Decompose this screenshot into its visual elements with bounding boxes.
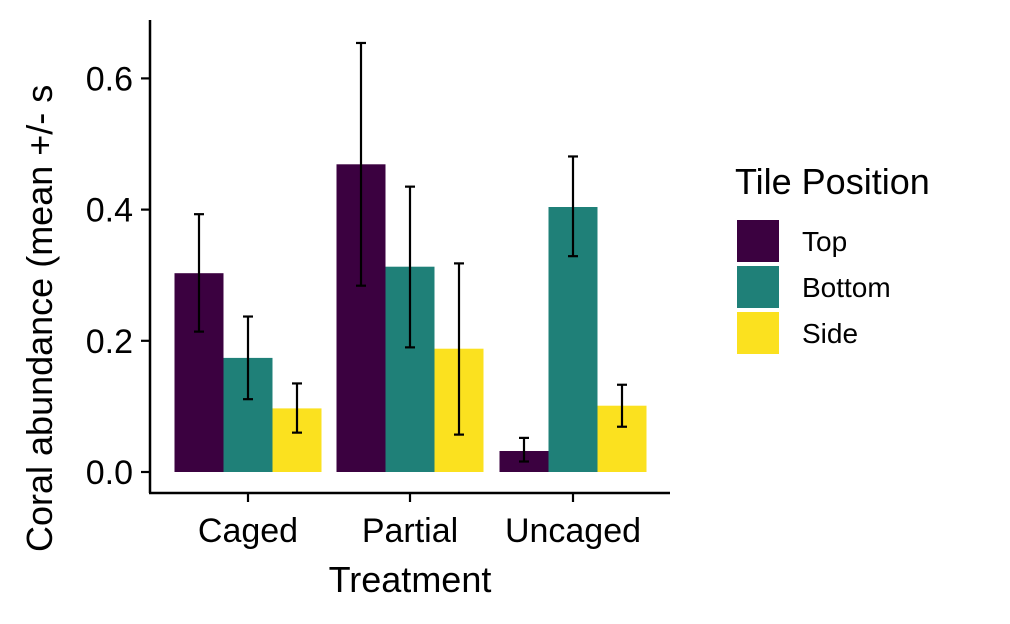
y-tick-label: 0.4 <box>86 192 133 230</box>
error-bar-side-partial <box>454 262 464 436</box>
error-bar-bottom-caged <box>243 315 253 401</box>
y-tick-label: 0.0 <box>86 454 133 492</box>
y-axis-title: Coral abundance (mean +/- s <box>19 85 60 552</box>
x-tick-label: Partial <box>362 512 458 550</box>
y-ticks-layer: 0.0 0.2 0.4 0.6 <box>86 60 150 492</box>
bars-layer <box>174 164 647 473</box>
error-bar-side-uncaged <box>617 383 627 428</box>
error-bar-bottom-uncaged <box>568 155 578 258</box>
x-tick-label: Uncaged <box>505 512 641 550</box>
legend-key-bottom <box>737 266 779 308</box>
legend-key-side <box>737 312 779 354</box>
error-bar-top-partial <box>356 41 366 287</box>
x-tick-label: Caged <box>198 512 298 550</box>
x-axis-title: Treatment <box>329 559 492 600</box>
legend-title: Tile Position <box>735 161 930 202</box>
error-bar-top-uncaged <box>519 436 529 463</box>
y-tick-label: 0.2 <box>86 323 133 361</box>
error-bars-layer <box>194 41 627 463</box>
legend-label-bottom: Bottom <box>802 272 891 303</box>
y-tick-label: 0.6 <box>86 60 133 98</box>
legend-label-top: Top <box>802 226 847 257</box>
error-bar-bottom-partial <box>405 185 415 349</box>
legend-key-top <box>737 220 779 262</box>
error-bar-top-caged <box>194 213 204 333</box>
x-ticks-layer: Caged Partial Uncaged <box>198 493 641 550</box>
legend: Tile Position Top Bottom Side <box>735 161 930 354</box>
legend-label-side: Side <box>802 318 858 349</box>
error-bar-side-caged <box>292 382 302 434</box>
